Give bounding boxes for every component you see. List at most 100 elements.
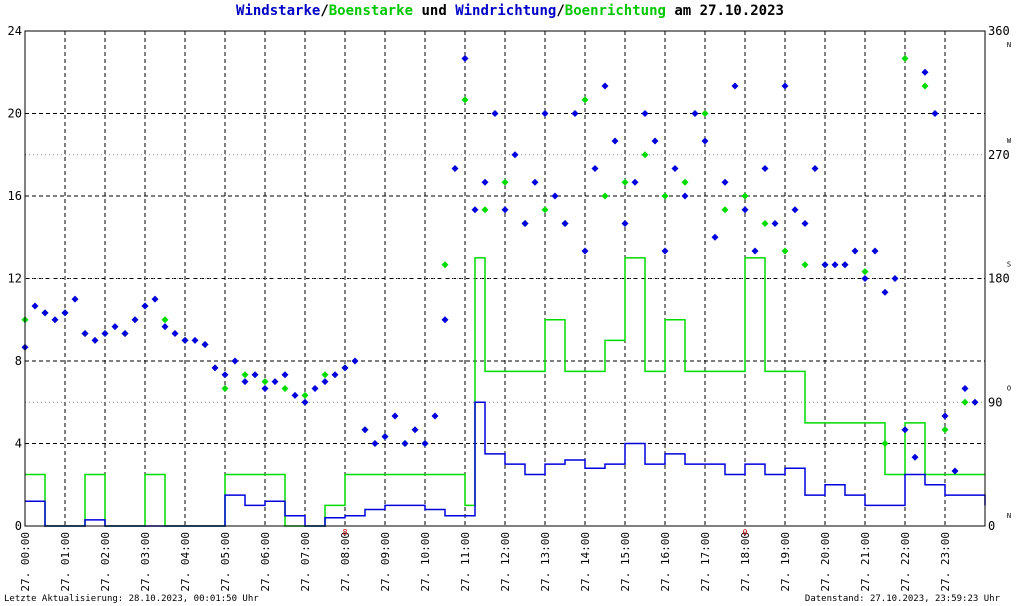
point-windrichtung — [241, 378, 249, 386]
title-boenstarke: Boenstarke — [328, 3, 414, 19]
point-windrichtung — [111, 323, 119, 331]
point-windrichtung — [121, 330, 129, 337]
point-windrichtung — [291, 391, 299, 399]
point-windrichtung — [41, 309, 49, 317]
point-windrichtung — [101, 330, 109, 337]
point-windrichtung — [211, 364, 219, 372]
point-boenrichtung — [501, 178, 509, 186]
point-windrichtung — [601, 82, 609, 90]
point-windrichtung — [581, 247, 589, 255]
point-windrichtung — [51, 316, 59, 324]
point-windrichtung — [881, 288, 889, 296]
point-windrichtung — [431, 412, 439, 420]
point-windrichtung — [721, 178, 729, 186]
point-windrichtung — [251, 371, 259, 379]
point-boenrichtung — [961, 398, 969, 406]
point-boenrichtung — [541, 206, 549, 214]
point-windrichtung — [821, 261, 829, 269]
direction-letter: N — [1007, 512, 1011, 520]
point-boenrichtung — [641, 151, 649, 159]
point-windrichtung — [91, 336, 99, 344]
point-windrichtung — [461, 55, 469, 62]
x-tick-label: 27. 11:00 — [459, 532, 472, 592]
point-windrichtung — [61, 309, 69, 317]
point-boenrichtung — [801, 261, 809, 269]
x-tick-label: 27. 12:00 — [499, 532, 512, 592]
point-windrichtung — [281, 371, 289, 379]
x-tick-label: 27. 21:00 — [859, 532, 872, 592]
point-windrichtung — [571, 110, 579, 117]
time-marker-label: 0 — [743, 528, 748, 537]
y-left-tick-label: 24 — [8, 24, 22, 38]
point-windrichtung — [391, 412, 399, 420]
point-windrichtung — [901, 426, 909, 434]
y-left-tick-label: 8 — [15, 354, 22, 368]
point-windrichtung — [621, 220, 629, 227]
y-right-tick-label: 180 — [988, 272, 1010, 286]
point-windrichtung — [511, 151, 519, 159]
axes-layer — [24, 30, 986, 527]
point-windrichtung — [691, 110, 699, 117]
title-und: und — [413, 3, 456, 19]
x-tick-label: 27. 03:00 — [139, 532, 152, 592]
x-tick-label: 27. 00:00 — [19, 532, 32, 592]
point-windrichtung — [671, 165, 679, 172]
point-boenrichtung — [281, 385, 289, 392]
point-windrichtung — [911, 453, 919, 461]
point-windrichtung — [271, 378, 279, 386]
point-windrichtung — [341, 364, 349, 372]
point-boenrichtung — [461, 96, 469, 104]
point-boenrichtung — [741, 192, 749, 200]
point-boenrichtung — [761, 220, 769, 227]
x-tick-label: 27. 09:00 — [379, 532, 392, 592]
point-windrichtung — [921, 68, 929, 76]
last-update-text: Letzte Aktualisierung: 28.10.2023, 00:01… — [4, 594, 259, 604]
point-windrichtung — [141, 302, 149, 310]
point-boenrichtung — [221, 385, 229, 392]
direction-letter: N — [1007, 41, 1011, 49]
x-tick-label: 27. 19:00 — [779, 532, 792, 592]
direction-letter: W — [1007, 137, 1012, 145]
y-left-tick-label: 20 — [8, 107, 22, 121]
x-tick-label: 27. 05:00 — [219, 532, 232, 592]
point-boenrichtung — [261, 378, 269, 386]
point-windrichtung — [471, 206, 479, 214]
point-boenrichtung — [781, 247, 789, 255]
label-layer: 0 4 8 12 16 20 24 0 90 180 270 360 N O S W N 27. 00:00 27.… — [8, 24, 1012, 592]
point-windrichtung — [201, 341, 209, 348]
direction-layer — [21, 55, 979, 475]
point-windrichtung — [221, 371, 229, 379]
y-left-tick-label: 16 — [8, 189, 22, 203]
point-windrichtung — [771, 220, 779, 227]
x-tick-label: 27. 16:00 — [659, 532, 672, 592]
point-boenrichtung — [581, 96, 589, 104]
title-windrichtung: Windrichtung — [455, 3, 557, 19]
point-windrichtung — [611, 137, 619, 145]
point-windrichtung — [301, 398, 309, 406]
x-tick-label: 27. 02:00 — [99, 532, 112, 592]
point-windrichtung — [31, 302, 39, 310]
x-tick-label: 27. 17:00 — [699, 532, 712, 592]
y-left-tick-label: 0 — [15, 519, 22, 533]
point-windrichtung — [151, 295, 159, 303]
point-boenrichtung — [881, 440, 889, 447]
x-tick-label: 27. 08:00 — [339, 532, 352, 592]
point-boenrichtung — [721, 206, 729, 214]
point-windrichtung — [541, 110, 549, 117]
data-status-text: Datenstand: 27.10.2023, 23:59:23 Uhr — [804, 594, 1000, 604]
x-tick-label: 27. 15:00 — [619, 532, 632, 592]
y-right-tick-label: 0 — [988, 519, 995, 533]
y-left-tick-label: 4 — [15, 437, 22, 451]
series-line-windstarke — [25, 401, 986, 527]
point-windrichtung — [531, 178, 539, 186]
point-boenrichtung — [681, 178, 689, 186]
point-boenrichtung — [601, 192, 609, 200]
x-tick-label: 27. 22:00 — [899, 532, 912, 592]
x-tick-label: 27. 07:00 — [299, 532, 312, 592]
plot-border — [24, 30, 986, 527]
point-windrichtung — [751, 247, 759, 255]
point-windrichtung — [481, 178, 489, 186]
point-boenrichtung — [301, 391, 309, 399]
x-tick-label: 27. 10:00 — [419, 532, 432, 592]
